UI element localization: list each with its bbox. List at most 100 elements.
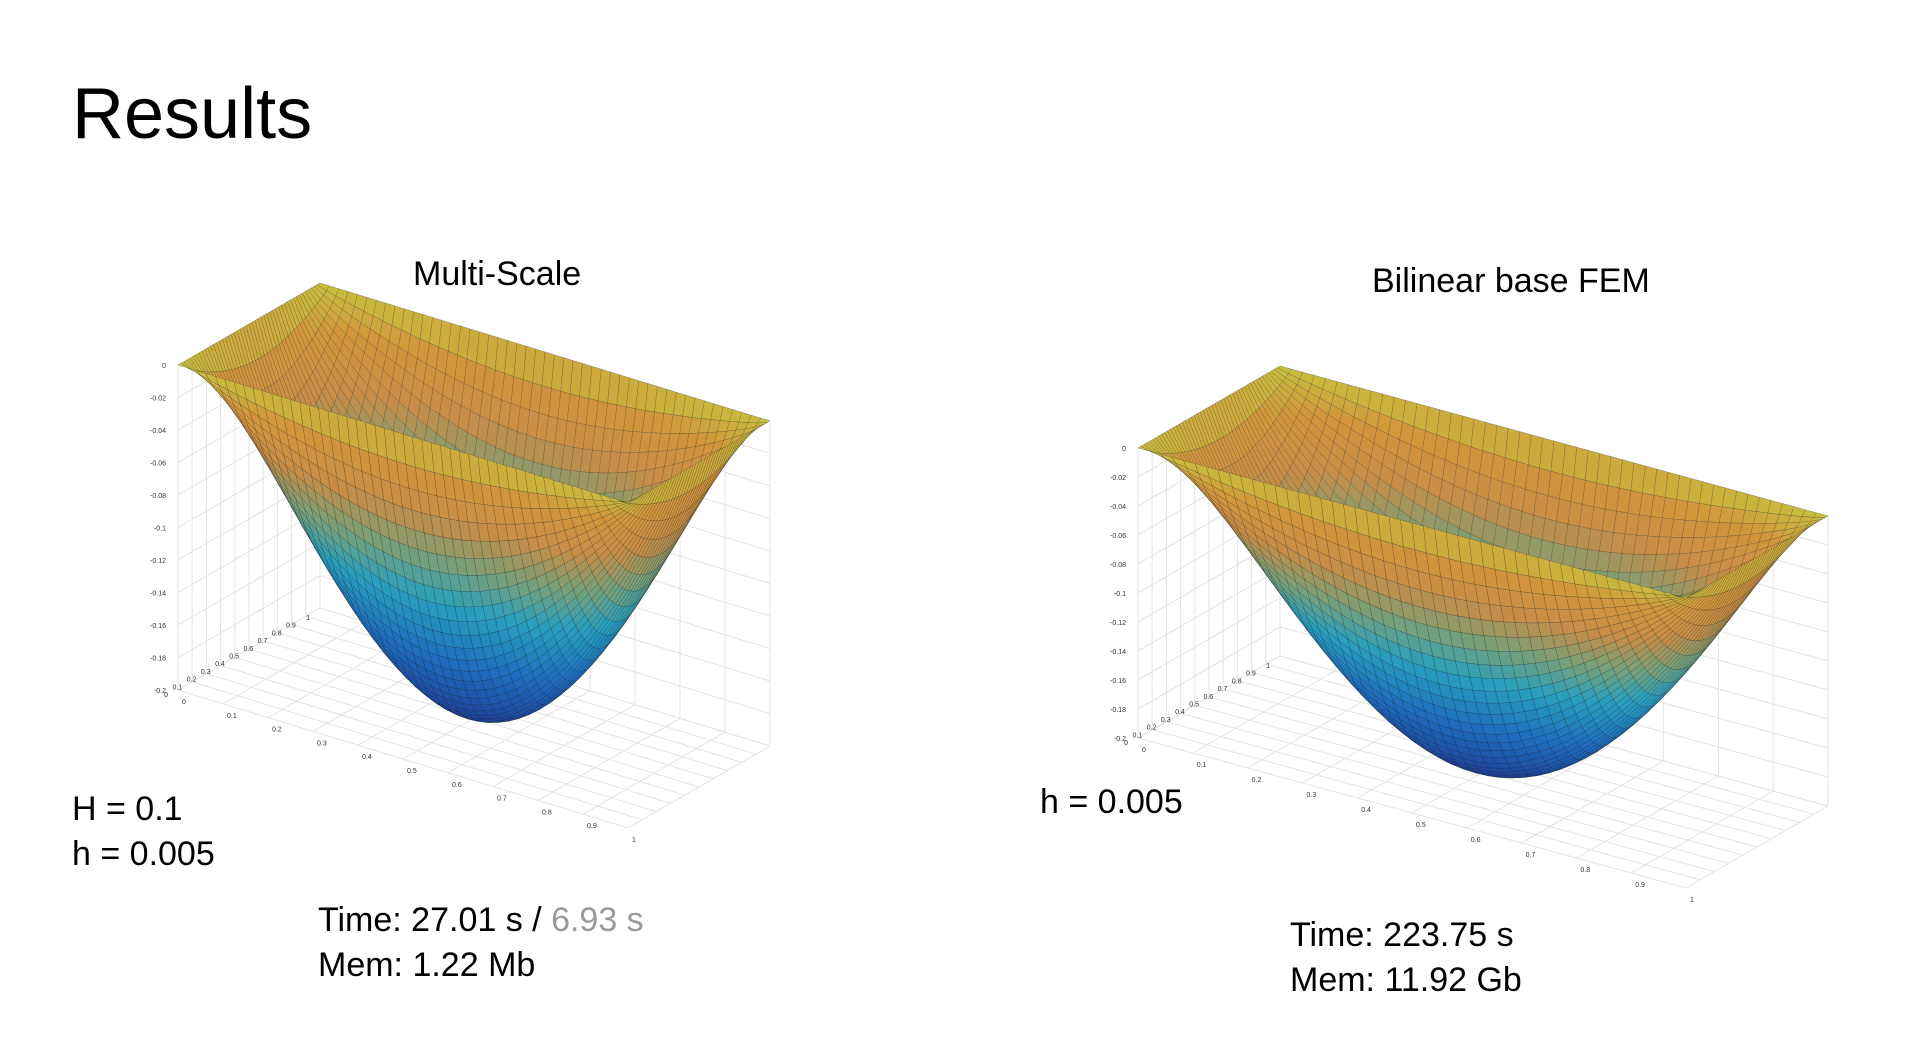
z-tick-label: -0.14 (150, 591, 166, 598)
surface-patch (618, 499, 632, 504)
x-tick-label: 0 (1142, 747, 1146, 754)
y-tick-label: 0.4 (215, 661, 225, 668)
floor-grid-line (1521, 760, 1664, 844)
bilinear-fem-surface-plot: 0 -0.02 -0.04 -0.06 -0.08 -0.1 -0.12 -0.14 -0.16… (1110, 365, 1829, 904)
y-tick-label: 0.8 (1232, 678, 1242, 685)
y-tick-label: 0.8 (272, 630, 282, 637)
x-tick-label: 0.1 (227, 713, 237, 720)
left-plot-title: Multi-Scale (413, 255, 582, 293)
y-tick-label: 0.6 (1203, 694, 1213, 701)
x-tick-label: 0 (182, 699, 186, 706)
x-tick-label: 0.2 (272, 727, 282, 734)
z-tick-label: -0.14 (1110, 649, 1126, 656)
y-tick-label: 0.2 (187, 677, 197, 684)
y-tick-label: 0.1 (1132, 732, 1142, 739)
floor-grid-line (1685, 805, 1829, 889)
left-time-label: Time: 27.01 s / (318, 901, 542, 939)
z-tick-label: -0.06 (150, 461, 166, 468)
z-tick-label: 0 (162, 363, 166, 370)
tick-labels: 0 -0.02 -0.04 -0.06 -0.08 -0.1 -0.12 -0.14 -0.16… (1110, 446, 1694, 904)
x-tick-label: 0.5 (1416, 822, 1426, 829)
z-tick-label: -0.08 (1110, 562, 1126, 569)
floor-grid-line (1576, 775, 1719, 859)
floor-grid-line (447, 690, 591, 774)
tick-labels: 0 -0.02 -0.04 -0.06 -0.08 -0.1 -0.12 -0.14 -0.16… (150, 363, 636, 844)
z-tick-label: -0.16 (150, 623, 166, 630)
x-tick-label: 0.9 (587, 823, 597, 830)
floor-grid-line (1466, 745, 1610, 829)
multiscale-surface-plot: 0 -0.02 -0.04 -0.06 -0.08 -0.1 -0.12 -0.14 -0.16… (150, 282, 771, 844)
x-tick-label: 1 (632, 837, 636, 844)
x-tick-label: 0.6 (452, 782, 462, 789)
y-tick-label: 0.4 (1175, 709, 1185, 716)
y-tick-label: 0.3 (1161, 717, 1171, 724)
surface-mesh (1137, 365, 1829, 779)
surface-mesh (177, 282, 771, 723)
y-tick-label: 0 (164, 692, 168, 699)
z-tick-label: -0.06 (1110, 533, 1126, 540)
x-tick-label: 0.4 (362, 754, 372, 761)
floor-grid-line (1630, 790, 1774, 874)
z-tick-label: -0.02 (150, 396, 166, 403)
left-time: Time: 27.01 s / 6.93 s (318, 903, 644, 937)
z-tick-label: -0.04 (150, 428, 166, 435)
floor-grid-line (582, 731, 726, 815)
x-tick-label: 0.8 (542, 809, 552, 816)
param-H: H = 0.1 (72, 790, 183, 828)
x-tick-label: 0.7 (1526, 852, 1536, 859)
wall-grid-line (177, 607, 771, 747)
z-tick-label: -0.2 (154, 688, 166, 695)
right-plot-title: Bilinear base FEM (1372, 262, 1650, 300)
left-time-secondary: 6.93 s (551, 901, 644, 939)
x-tick-label: 0.2 (1252, 777, 1262, 784)
floor-grid-line (627, 745, 771, 829)
x-tick-label: 0.5 (407, 768, 417, 775)
x-tick-label: 0.8 (1580, 867, 1590, 874)
surface-patch (1674, 594, 1690, 599)
x-tick-label: 0.4 (1361, 807, 1371, 814)
floor-grid-line (492, 704, 636, 788)
z-tick-label: -0.02 (1110, 475, 1126, 482)
z-tick-label: -0.18 (150, 656, 166, 663)
z-tick-label: -0.16 (1110, 678, 1126, 685)
param-h-right: h = 0.005 (1040, 783, 1183, 821)
z-tick-label: -0.08 (150, 493, 166, 500)
y-tick-label: 0.7 (1218, 686, 1228, 693)
right-time: Time: 223.75 s (1290, 916, 1514, 954)
y-tick-label: 0.1 (172, 684, 182, 691)
y-tick-label: 0.7 (258, 638, 268, 645)
y-tick-label: 1 (1266, 663, 1270, 670)
y-tick-label: 0.9 (286, 623, 296, 630)
y-tick-label: 0.3 (201, 669, 211, 676)
y-tick-label: 0.2 (1147, 725, 1157, 732)
x-tick-label: 1 (1690, 897, 1694, 904)
wall-grid-line (1137, 655, 1829, 807)
x-tick-label: 0.1 (1197, 762, 1207, 769)
z-tick-label: 0 (1122, 446, 1126, 453)
z-tick-label: -0.12 (1110, 620, 1126, 627)
x-tick-label: 0.3 (317, 740, 327, 747)
y-tick-label: 0 (1124, 740, 1128, 747)
slide-title: Results (72, 74, 313, 154)
left-mem: Mem: 1.22 Mb (318, 946, 536, 984)
z-tick-label: -0.1 (154, 526, 166, 533)
x-tick-label: 0.9 (1635, 882, 1645, 889)
z-tick-label: -0.18 (1110, 707, 1126, 714)
z-tick-label: -0.2 (1114, 736, 1126, 743)
z-tick-label: -0.1 (1114, 591, 1126, 598)
wall-grid-line (177, 574, 771, 714)
z-tick-label: -0.12 (150, 558, 166, 565)
y-tick-label: 0.5 (1189, 702, 1199, 709)
x-tick-label: 0.6 (1471, 837, 1481, 844)
y-tick-label: 0.9 (1246, 671, 1256, 678)
right-mem: Mem: 11.92 Gb (1290, 961, 1522, 999)
wall-grid-line (1137, 626, 1829, 778)
y-tick-label: 0.5 (229, 654, 239, 661)
y-tick-label: 1 (306, 615, 310, 622)
y-tick-label: 0.6 (243, 646, 253, 653)
x-tick-label: 0.7 (497, 796, 507, 803)
x-tick-label: 0.3 (1306, 792, 1316, 799)
param-h-left: h = 0.005 (72, 835, 215, 873)
floor-grid-line (537, 717, 681, 801)
z-tick-label: -0.04 (1110, 504, 1126, 511)
